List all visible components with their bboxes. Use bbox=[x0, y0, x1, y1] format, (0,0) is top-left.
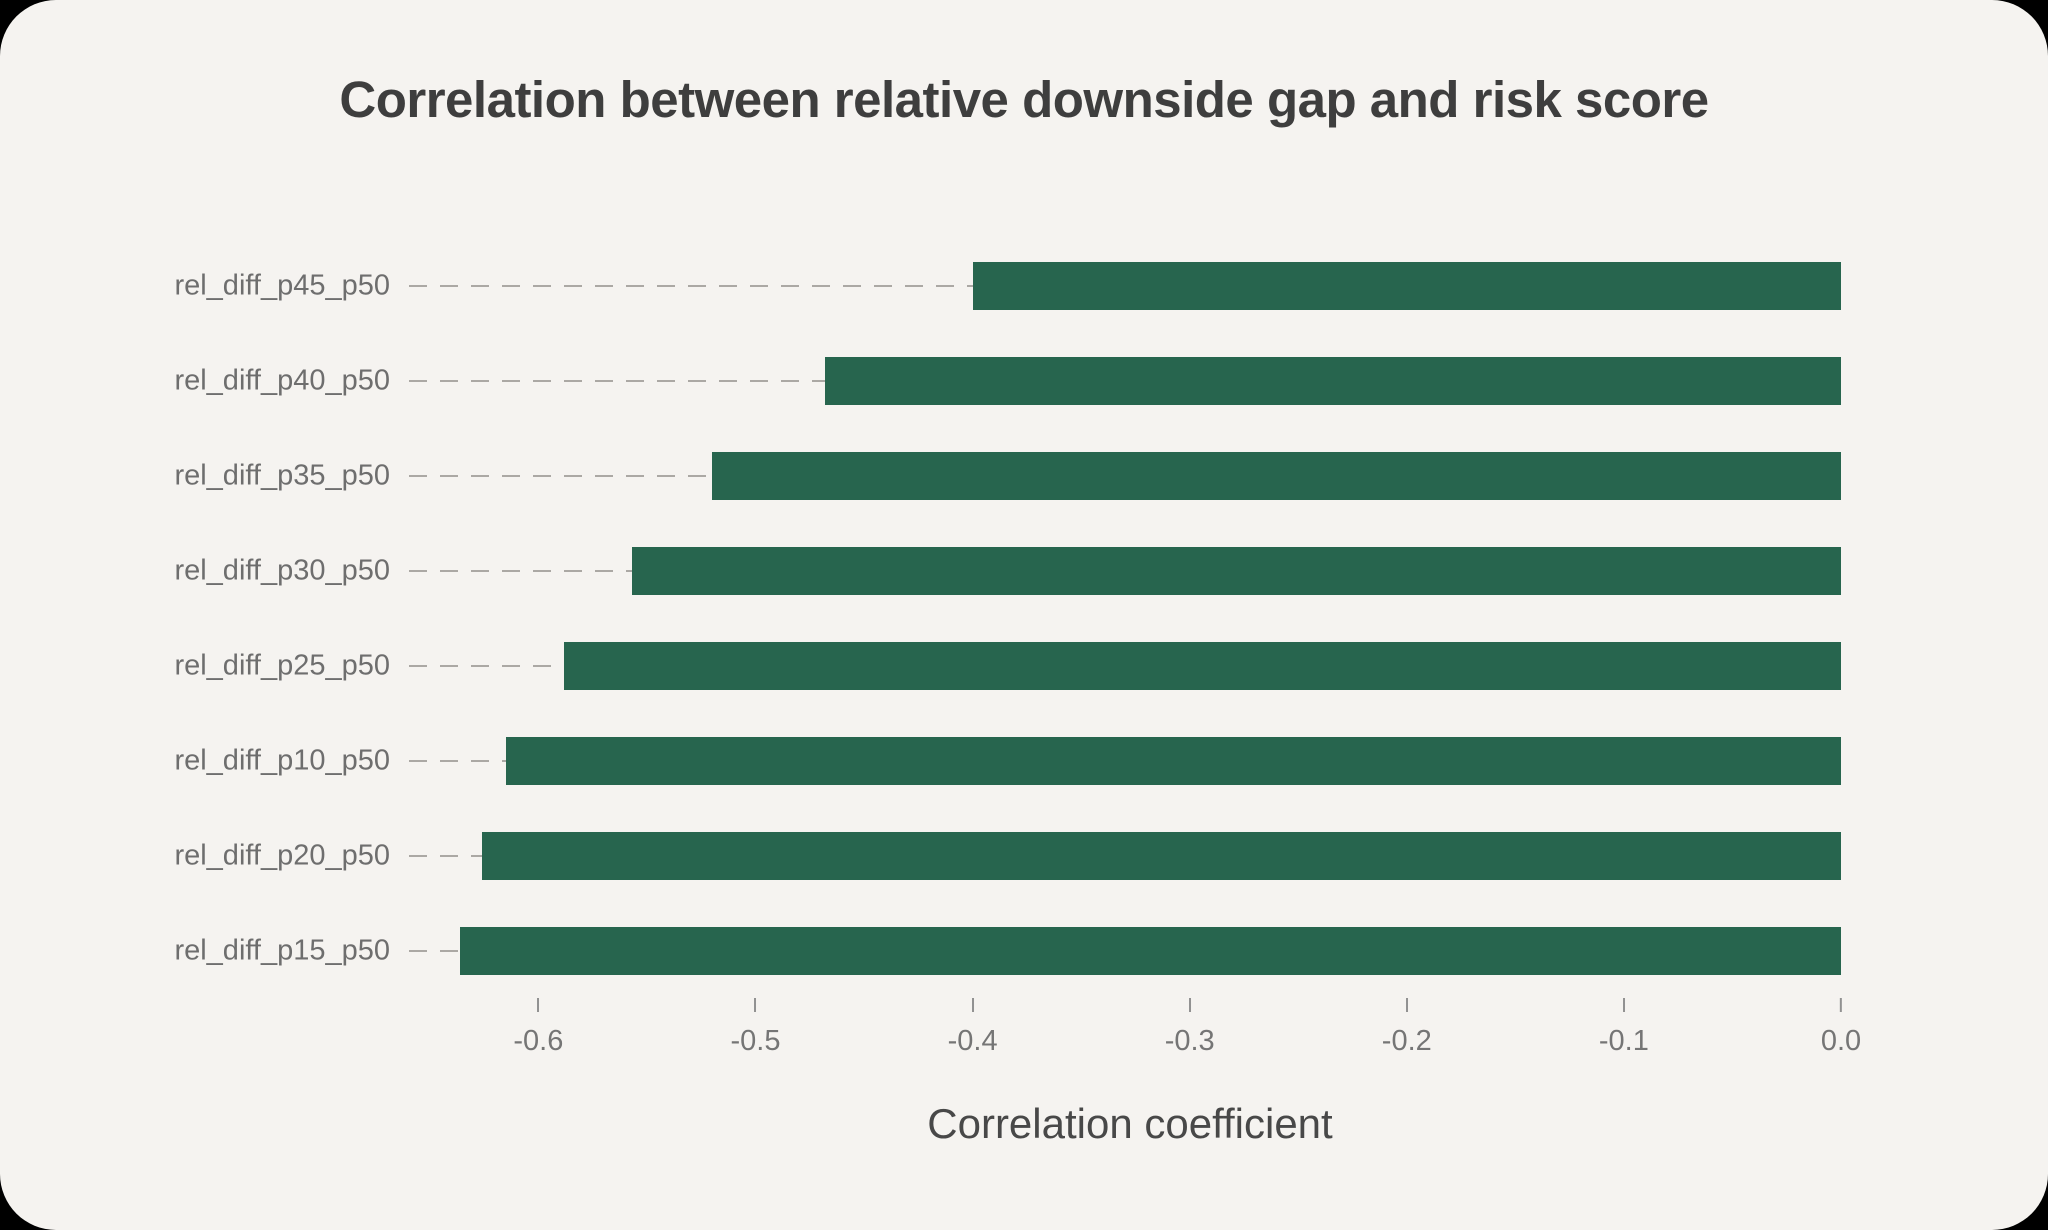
x-tick-label: -0.1 bbox=[1598, 1025, 1649, 1057]
y-tick-label: rel_diff_p10_p50 bbox=[174, 744, 390, 776]
bar bbox=[460, 926, 1841, 975]
leader-dashed-line bbox=[409, 759, 506, 762]
y-tick-label: rel_diff_p45_p50 bbox=[174, 269, 390, 301]
leader-dashed-line bbox=[409, 854, 482, 857]
bar-row: rel_diff_p40_p50 bbox=[174, 333, 1841, 428]
x-tick-mark bbox=[1622, 998, 1625, 1012]
x-tick-mark bbox=[971, 998, 974, 1012]
bar bbox=[972, 261, 1841, 310]
x-tick-mark bbox=[1188, 998, 1191, 1012]
leader-dashed-line bbox=[409, 569, 632, 572]
leader-dashed-line bbox=[409, 949, 461, 952]
bar-row: rel_diff_p15_p50 bbox=[174, 903, 1841, 998]
leader-dashed-line bbox=[409, 474, 713, 477]
x-tick: -0.3 bbox=[1165, 998, 1215, 1058]
chart-title: Correlation between relative downside ga… bbox=[339, 71, 1709, 128]
x-tick-label: 0.0 bbox=[1820, 1025, 1862, 1057]
x-axis-label: Correlation coefficient bbox=[927, 1100, 1333, 1147]
x-tick-label: -0.5 bbox=[730, 1025, 781, 1057]
y-tick-label: rel_diff_p25_p50 bbox=[174, 649, 390, 681]
y-tick-label: rel_diff_p15_p50 bbox=[174, 934, 390, 966]
x-tick-mark bbox=[537, 998, 540, 1012]
y-tick-label: rel_diff_p35_p50 bbox=[174, 459, 390, 491]
bar-row: rel_diff_p10_p50 bbox=[174, 713, 1841, 808]
bar-row: rel_diff_p45_p50 bbox=[174, 238, 1841, 333]
bar-row: rel_diff_p20_p50 bbox=[174, 808, 1841, 903]
x-tick-mark bbox=[1839, 998, 1842, 1012]
x-tick-label: -0.6 bbox=[513, 1025, 564, 1057]
x-tick-label: -0.2 bbox=[1381, 1025, 1432, 1057]
x-tick-label: -0.4 bbox=[947, 1025, 998, 1057]
x-tick: -0.1 bbox=[1599, 998, 1649, 1058]
leader-dashed-line bbox=[409, 379, 825, 382]
x-tick: -0.4 bbox=[948, 998, 998, 1058]
bar-row: rel_diff_p35_p50 bbox=[174, 428, 1841, 523]
y-tick-label: rel_diff_p40_p50 bbox=[174, 364, 390, 396]
bar-row: rel_diff_p30_p50 bbox=[174, 523, 1841, 618]
bar-row: rel_diff_p25_p50 bbox=[174, 618, 1841, 713]
y-tick-label: rel_diff_p20_p50 bbox=[174, 839, 390, 871]
leader-dashed-line bbox=[409, 664, 565, 667]
x-tick-mark bbox=[754, 998, 757, 1012]
leader-dashed-line bbox=[409, 284, 973, 287]
x-tick-mark bbox=[1405, 998, 1408, 1012]
x-tick: -0.5 bbox=[730, 998, 781, 1058]
bar bbox=[564, 641, 1841, 690]
x-tick-label: -0.3 bbox=[1164, 1025, 1215, 1057]
x-tick: -0.2 bbox=[1382, 998, 1432, 1058]
x-tick: 0.0 bbox=[1821, 998, 1861, 1058]
bar bbox=[505, 736, 1841, 785]
bar bbox=[631, 546, 1841, 595]
bar bbox=[712, 451, 1841, 500]
plot-area: rel_diff_p45_p50 rel_diff_p40_p50 rel_diff… bbox=[174, 238, 1841, 998]
bar bbox=[824, 356, 1841, 405]
x-tick: -0.6 bbox=[513, 998, 563, 1058]
y-tick-label: rel_diff_p30_p50 bbox=[174, 554, 390, 586]
x-axis: -0.6 -0.5 -0.4 -0.3 -0.2 -0.1 0.0 bbox=[419, 998, 1861, 1088]
bar bbox=[481, 831, 1841, 880]
